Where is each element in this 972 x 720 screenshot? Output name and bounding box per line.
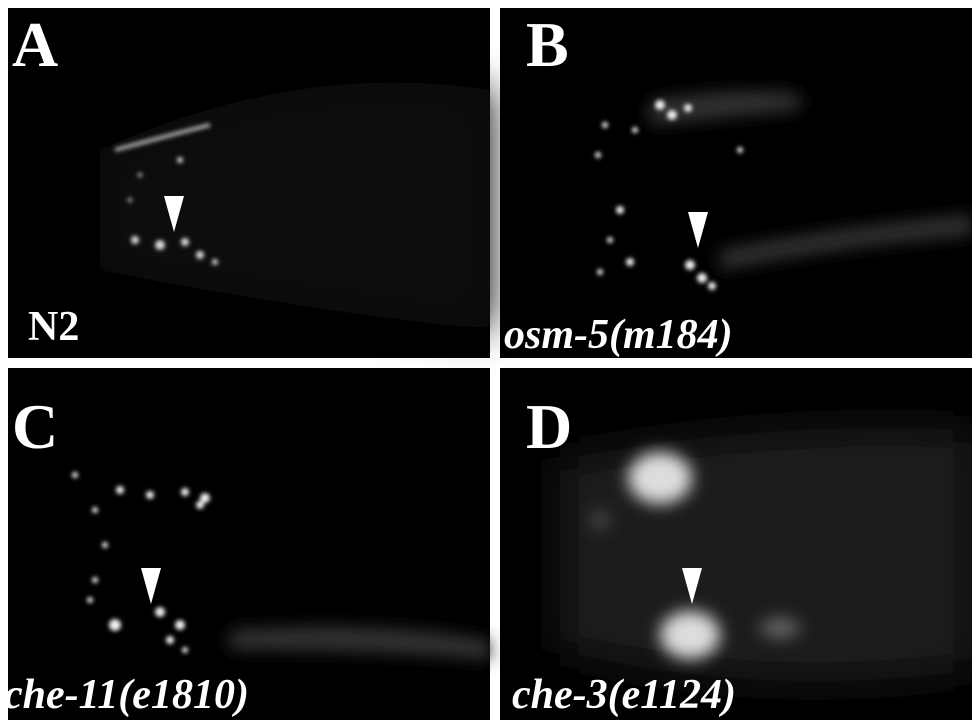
panel-b: B osm-5(m184) — [500, 8, 972, 358]
panel-bg — [500, 8, 972, 358]
worm-outline — [560, 428, 972, 681]
panel-label: che-3(e1124) — [512, 672, 736, 718]
panel-label: che-11(e1810) — [4, 672, 249, 718]
panel-d: D che-3(e1124) — [500, 368, 972, 720]
panel-bg — [8, 368, 490, 720]
panel-letter: D — [526, 391, 572, 462]
panel-letter: C — [12, 391, 58, 462]
panel-label: osm-5(m184) — [504, 312, 733, 358]
panel-c: C che-11(e1810) — [4, 368, 490, 720]
panel-label: N2 — [28, 304, 79, 350]
panel-letter: B — [526, 9, 569, 80]
panel-letter: A — [12, 9, 58, 80]
panel-a: A N2 — [8, 8, 490, 358]
figure: A N2 B osm-5(m184) C — [0, 0, 972, 720]
